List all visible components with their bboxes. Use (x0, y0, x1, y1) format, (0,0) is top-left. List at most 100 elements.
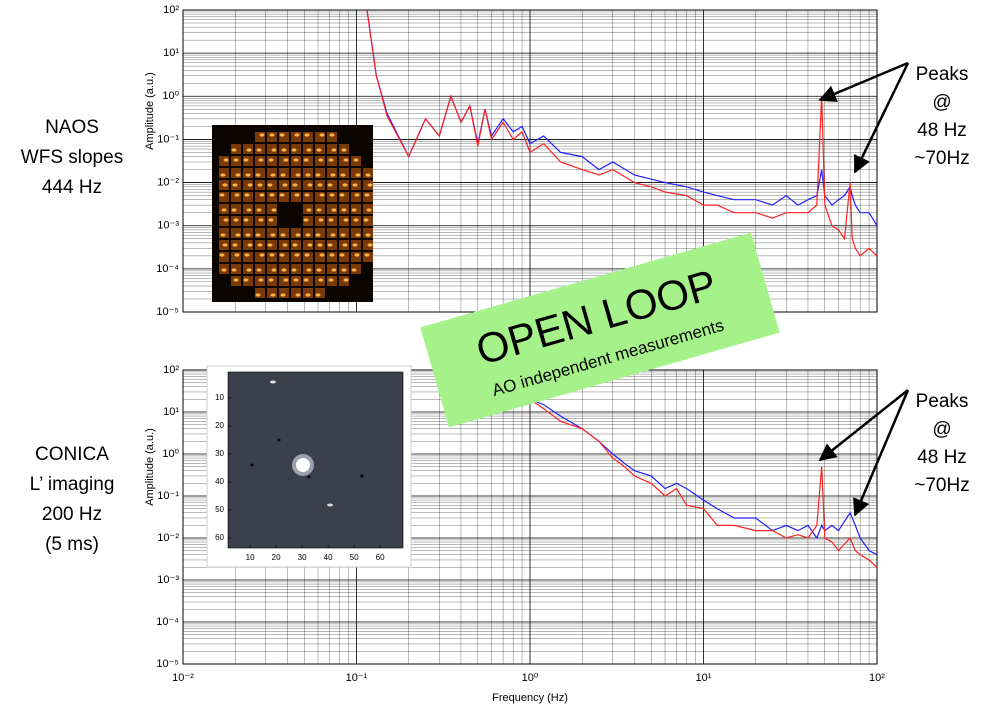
wfs-spot-core (244, 193, 250, 197)
wfs-spot-core (330, 233, 336, 237)
wfs-spot-core (244, 253, 250, 257)
wfs-spot-core (235, 173, 241, 177)
wfs-spot-core (223, 158, 229, 162)
y-axis-label: Amplitude (a.u.) (144, 72, 156, 150)
wfs-spot-core (222, 243, 228, 247)
wfs-spot-core (246, 148, 252, 152)
peak-note: ~70Hz (914, 475, 969, 496)
wfs-spot (303, 132, 313, 142)
wfs-spot-core (234, 193, 240, 197)
wfs-spot (231, 168, 241, 178)
wfs-spot (327, 132, 337, 142)
wfs-spot-core (343, 218, 349, 222)
wfs-spot (315, 228, 325, 238)
wfs-spot (339, 192, 349, 202)
wfs-spot-core (339, 193, 345, 197)
wfs-spot (327, 192, 337, 202)
wfs-spot-core (318, 218, 324, 222)
wfs-spot-core (231, 268, 237, 272)
wfs-spot-core (280, 293, 286, 297)
wfs-spot (255, 168, 265, 178)
wfs-spot (267, 132, 277, 142)
wfs-spot-core (355, 173, 361, 177)
wfs-spot-core (328, 278, 334, 282)
wfs-spot (279, 276, 289, 286)
wfs-spot-core (316, 148, 322, 152)
wfs-spot (351, 204, 361, 214)
series-line (366, 9, 877, 257)
wfs-spot-core (231, 208, 237, 212)
wfs-spot-core (257, 183, 263, 187)
wfs-spot-core (328, 218, 334, 222)
wfs-spot-core (364, 193, 370, 197)
side-label: 200 Hz (42, 504, 102, 525)
wfs-spot (267, 204, 277, 214)
wfs-spot-core (291, 268, 297, 272)
wfs-spot-core (329, 193, 335, 197)
y-tick-label: 10¹ (163, 406, 179, 418)
wfs-spot-core (255, 293, 261, 297)
wfs-spot (219, 228, 229, 238)
wfs-spot-core (305, 173, 311, 177)
wfs-spot (279, 252, 289, 262)
inset-x-tick-label: 20 (272, 553, 281, 562)
inset-y-tick-label: 30 (215, 449, 224, 458)
wfs-spot (291, 192, 301, 202)
wfs-spot-core (243, 158, 249, 162)
peak-note: Peaks (916, 391, 969, 412)
wfs-spot (267, 144, 277, 154)
arrow (818, 389, 909, 462)
inset-y-tick-label: 50 (215, 505, 224, 514)
side-label: WFS slopes (21, 147, 123, 168)
wfs-spot (231, 264, 241, 274)
wfs-spot-core (315, 173, 321, 177)
wfs-spot-core (256, 208, 262, 212)
x-tick-label: 10⁻¹ (346, 672, 368, 684)
wfs-spot-core (258, 218, 264, 222)
wfs-spot-core (279, 193, 285, 197)
y-tick-label: 10⁻⁵ (156, 658, 179, 670)
wfs-spot-core (271, 268, 277, 272)
wfs-spot (315, 252, 325, 262)
wfs-spot-core (268, 278, 274, 282)
wfs-spot (279, 228, 289, 238)
wfs-spot-core (343, 158, 349, 162)
wfs-spot-core (331, 148, 337, 152)
wfs-spot (339, 156, 349, 166)
wfs-spot (363, 252, 373, 262)
wfs-spot-core (233, 158, 239, 162)
wfs-spot-core (342, 183, 348, 187)
wfs-spot-core (365, 173, 371, 177)
wfs-spot-core (267, 243, 273, 247)
wfs-spot-core (316, 268, 322, 272)
wfs-spot-core (221, 268, 227, 272)
wfs-spot-core (354, 253, 360, 257)
wfs-spot-core (304, 133, 310, 137)
inset-x-tick-label: 50 (350, 553, 359, 562)
wfs-spot-core (291, 148, 297, 152)
wfs-spot-core (341, 148, 347, 152)
wfs-spot-core (328, 158, 334, 162)
wfs-spot-core (255, 233, 261, 237)
wfs-spot-core (367, 183, 373, 187)
wfs-spot (219, 192, 229, 202)
wfs-spot (231, 204, 241, 214)
wfs-spot-core (283, 158, 289, 162)
side-label: NAOS (45, 117, 99, 138)
wfs-spot-core (355, 233, 361, 237)
wfs-spot (219, 216, 229, 226)
wfs-spot-core (294, 193, 300, 197)
wfs-spot-core (247, 243, 253, 247)
wfs-spot (303, 168, 313, 178)
x-tick-label: 10² (869, 672, 885, 684)
wfs-spot-core (246, 268, 252, 272)
wfs-spot-core (294, 253, 300, 257)
wfs-spot-core (233, 278, 239, 282)
wfs-spot-core (327, 183, 333, 187)
wfs-spot-core (257, 243, 263, 247)
wfs-spot (315, 132, 325, 142)
wfs-spot (267, 192, 277, 202)
wfs-spot-core (351, 268, 357, 272)
wfs-spot (243, 156, 253, 166)
